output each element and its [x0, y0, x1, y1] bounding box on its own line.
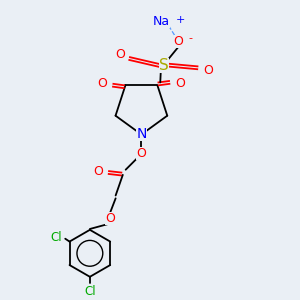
Text: O: O	[98, 77, 107, 90]
Text: Na: Na	[153, 15, 170, 28]
Text: S: S	[159, 58, 169, 73]
Text: O: O	[136, 148, 146, 160]
Text: O: O	[176, 77, 185, 90]
Text: O: O	[174, 35, 184, 48]
Text: O: O	[203, 64, 213, 76]
Text: +: +	[176, 15, 185, 25]
Text: O: O	[93, 165, 103, 178]
Text: -: -	[189, 33, 193, 43]
Text: Cl: Cl	[50, 231, 62, 244]
Text: Cl: Cl	[84, 285, 96, 298]
Text: O: O	[115, 48, 125, 62]
Text: O: O	[105, 212, 115, 225]
Text: N: N	[136, 128, 147, 142]
